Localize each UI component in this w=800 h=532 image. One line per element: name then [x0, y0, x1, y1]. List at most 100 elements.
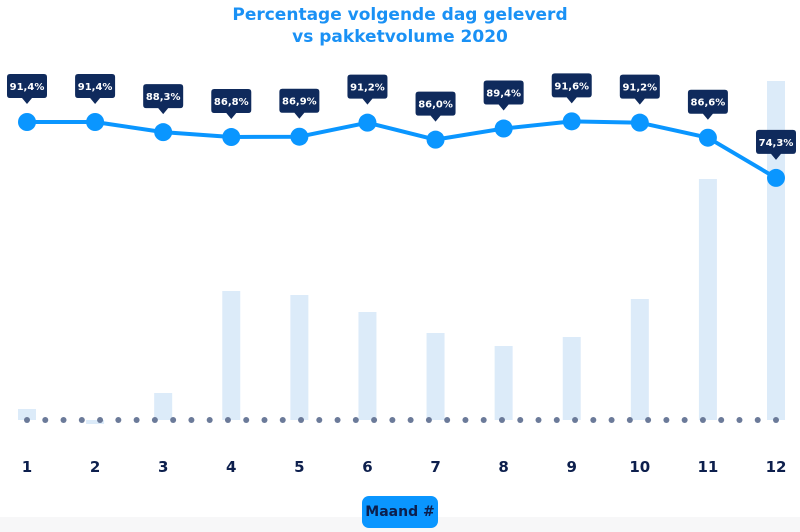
data-label-text: 86,8% [214, 97, 249, 108]
volume-bar [698, 179, 717, 420]
chart-title: Percentage volgende dag geleverd vs pakk… [0, 4, 800, 48]
data-label: 86,6% [687, 89, 728, 120]
baseline-dot [224, 417, 231, 423]
volume-bar [494, 346, 513, 420]
baseline-dot [754, 417, 761, 423]
baseline-dot [645, 417, 652, 423]
baseline-dot [608, 417, 615, 423]
data-label-bubble [279, 88, 320, 119]
line-point [426, 130, 445, 149]
percentage-line [27, 119, 778, 180]
volume-bar [18, 409, 36, 420]
baseline-dot [480, 417, 487, 423]
x-tick-label: 11 [697, 458, 718, 476]
baseline-dot [42, 417, 49, 423]
data-label-text: 91,2% [350, 83, 385, 94]
x-axis-label-button[interactable]: Maand # [362, 496, 438, 528]
data-label: 86,0% [415, 91, 456, 122]
x-tick-label: 3 [158, 458, 168, 476]
baseline-dot [78, 417, 85, 423]
baseline-dot [188, 417, 195, 423]
data-label-bubble [347, 74, 388, 105]
line-point [358, 113, 377, 132]
x-tick-label: 9 [567, 458, 577, 476]
data-label: 74,3% [756, 129, 796, 160]
line-point [494, 119, 513, 138]
baseline-dot [389, 417, 396, 423]
data-label-text: 91,4% [78, 82, 113, 93]
data-label-text: 86,0% [418, 100, 453, 111]
line-point [86, 113, 105, 131]
data-label: 88,3% [143, 84, 184, 115]
baseline-dot [773, 417, 779, 423]
data-label-text: 86,6% [691, 98, 726, 109]
baseline-dot [590, 417, 597, 423]
data-label-bubble [143, 84, 184, 115]
x-tick-label: 8 [498, 458, 508, 476]
volume-bar [426, 333, 445, 420]
volume-bar [562, 337, 581, 420]
baseline-dot [535, 417, 542, 423]
data-label: 91,6% [551, 73, 592, 104]
volume-bar [222, 291, 241, 420]
baseline-dot [663, 417, 670, 423]
x-tick-label: 4 [226, 458, 236, 476]
volume-bar [358, 312, 377, 420]
baseline-dot [699, 417, 706, 423]
volume-bar [154, 393, 173, 420]
data-label-text: 91,4% [10, 82, 45, 93]
baseline-dot [444, 417, 451, 423]
baseline-dot [334, 417, 341, 423]
line-point [222, 128, 241, 147]
data-label-text: 88,3% [146, 92, 181, 103]
data-label-text: 86,9% [282, 97, 317, 108]
data-label-bubble [756, 129, 796, 160]
x-tick-label: 10 [629, 458, 650, 476]
baseline-dot [517, 417, 524, 423]
baseline-dot [736, 417, 743, 423]
line-point [290, 127, 309, 146]
baseline-dot [60, 417, 67, 423]
data-label: 86,8% [211, 89, 252, 120]
baseline-dot [115, 417, 122, 423]
line-point [154, 123, 173, 142]
baseline-dot [24, 417, 30, 423]
line-point [18, 113, 36, 131]
data-label-bubble [551, 73, 592, 104]
line-point [698, 128, 717, 147]
baseline-dot [151, 417, 158, 423]
title-line-2: vs pakketvolume 2020 [292, 27, 508, 47]
data-label-text: 91,2% [622, 83, 657, 94]
volume-bar [630, 299, 649, 420]
x-tick-label: 2 [90, 458, 100, 476]
data-label-bubble [415, 91, 456, 122]
baseline-dot [261, 417, 268, 423]
x-tick-label: 7 [430, 458, 440, 476]
volume-bar [86, 420, 105, 424]
data-label: 91,2% [347, 74, 388, 105]
data-label-text: 74,3% [759, 138, 794, 149]
baseline-dot [170, 417, 177, 423]
title-line-1: Percentage volgende dag geleverd [232, 5, 568, 25]
data-label: 89,4% [483, 80, 524, 111]
data-label: 86,9% [279, 88, 320, 119]
x-tick-label: 5 [294, 458, 304, 476]
baseline-dot [97, 417, 104, 423]
x-tick-label: 1 [22, 458, 32, 476]
volume-bar [767, 81, 785, 420]
baseline-dot [498, 417, 505, 423]
data-label-bubble [619, 74, 660, 105]
baseline-dot [352, 417, 359, 423]
data-label-bubble [687, 89, 728, 120]
data-label-bubble [75, 74, 116, 104]
x-tick-label: 12 [766, 458, 787, 476]
baseline-dot [553, 417, 560, 423]
data-label-bubble [211, 89, 252, 120]
x-tick-label: 6 [362, 458, 372, 476]
line-point [767, 168, 785, 187]
data-label: 91,2% [619, 74, 660, 105]
baseline-dot [572, 417, 579, 423]
baseline-dot [298, 417, 305, 423]
baseline-dot [718, 417, 725, 423]
baseline-dot [626, 417, 633, 423]
